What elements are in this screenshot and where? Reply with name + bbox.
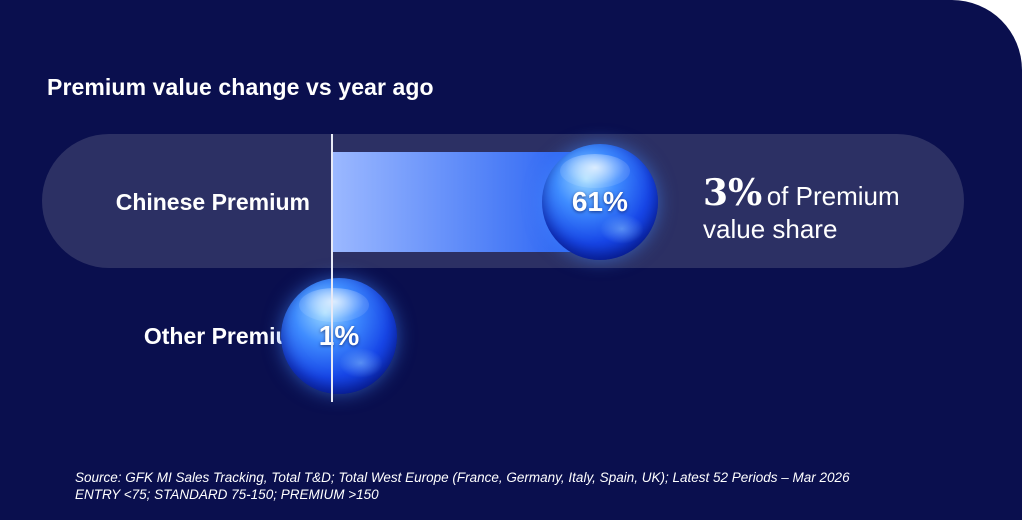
share-highlight: 3% [703,172,763,214]
value-share-annotation: 3% of Premium value share [703,172,900,245]
axis-baseline [331,134,333,402]
chart-title: Premium value change vs year ago [47,74,434,100]
share-text-line1: of Premium [766,181,900,211]
source-note: Source: GFK MI Sales Tracking, Total T&D… [75,469,850,503]
value-bubble-other-premium: 1% [281,278,397,394]
data-label: 61% [571,186,628,217]
category-label-chinese-premium: Chinese Premium [115,189,310,215]
share-text-line2: value share [703,214,838,244]
source-line-2: ENTRY <75; STANDARD 75-150; PREMIUM >150 [75,487,379,502]
value-bubble-chinese-premium: 61% [541,144,658,260]
bubble-highlight [299,288,369,322]
bubble-glow [339,348,383,378]
bubble-highlight [559,154,630,188]
data-label: 1% [318,320,360,351]
source-line-1: Source: GFK MI Sales Tracking, Total T&D… [75,470,850,485]
bubble-glow [599,214,644,244]
